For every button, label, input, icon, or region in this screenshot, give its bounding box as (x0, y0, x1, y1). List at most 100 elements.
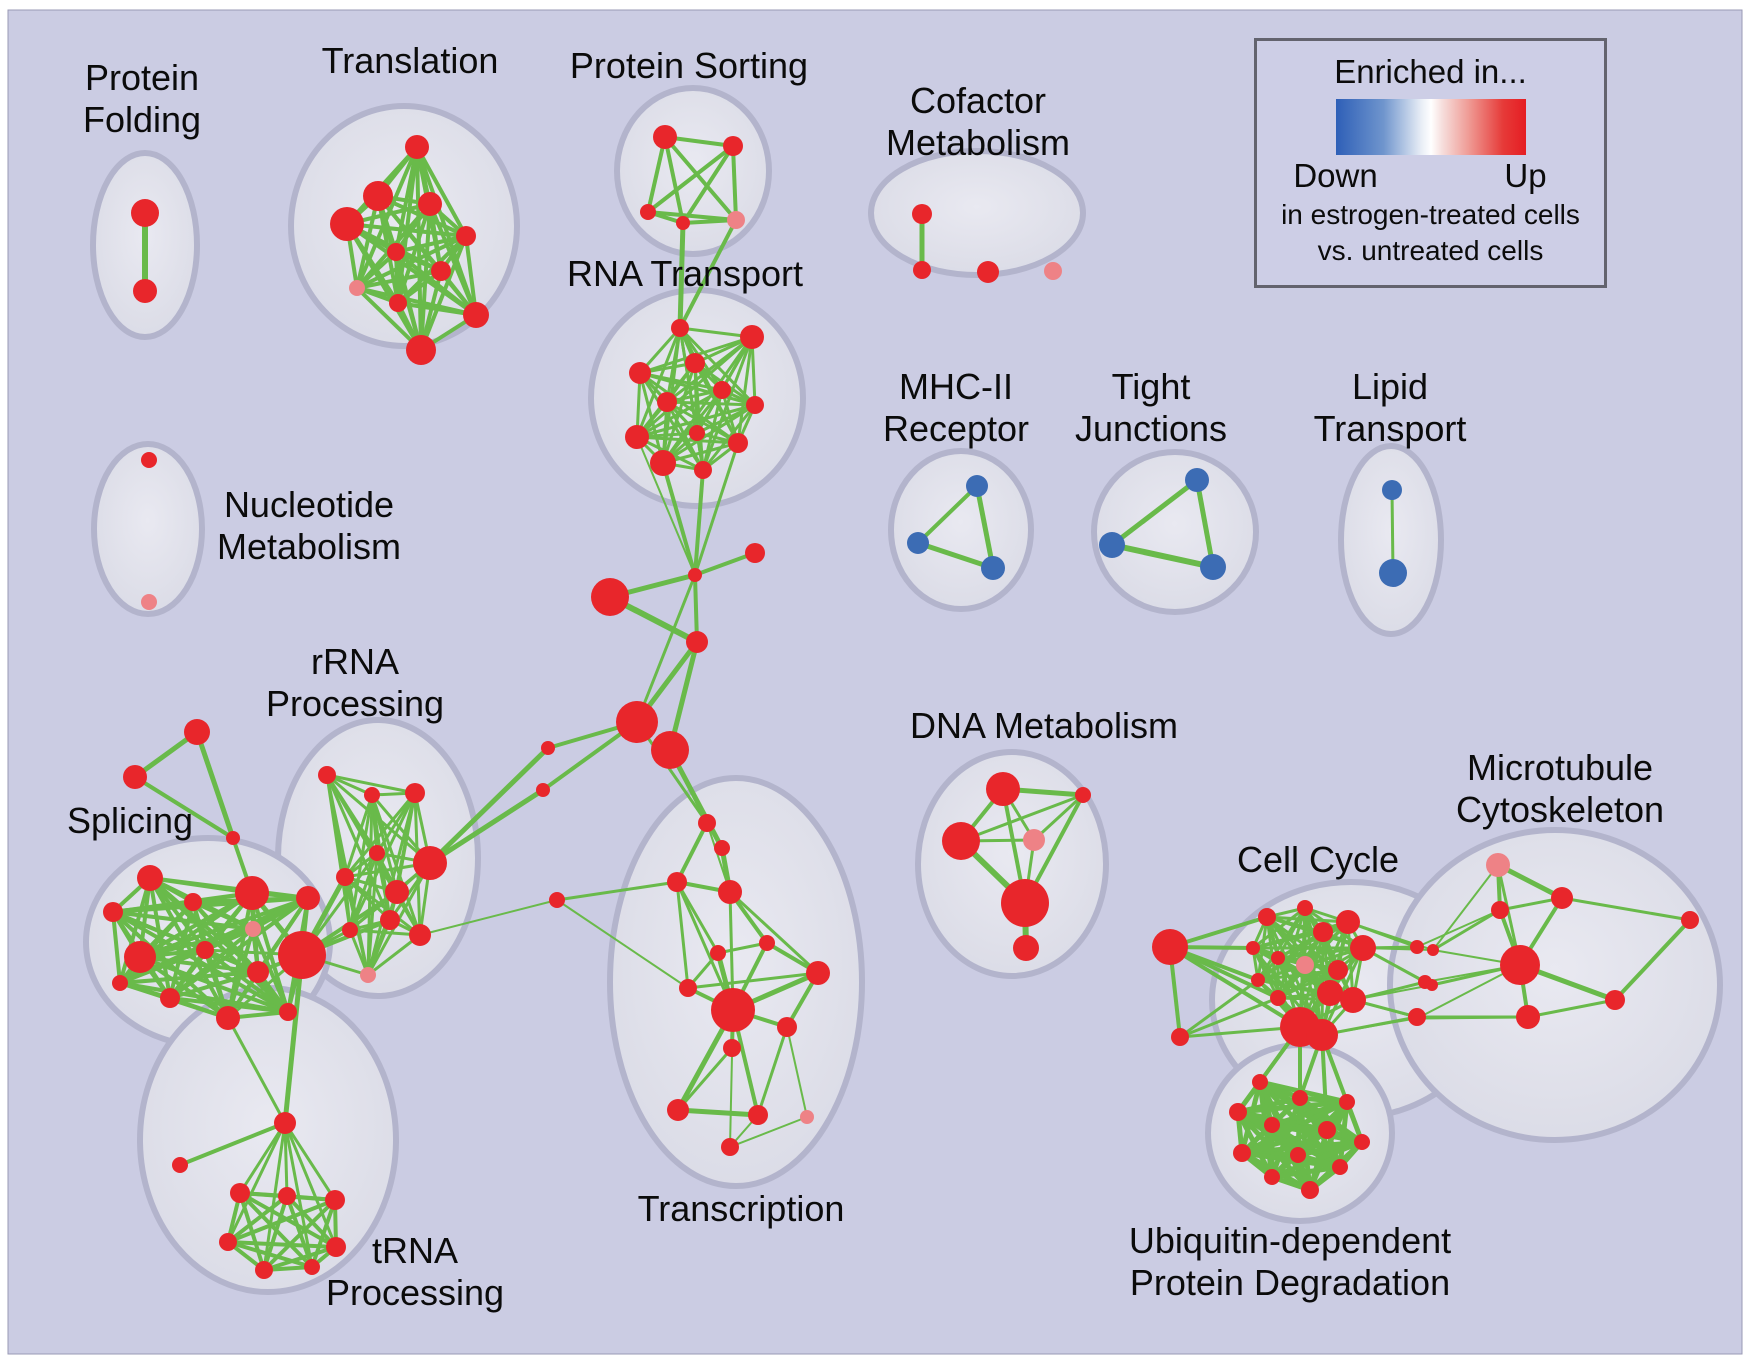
node-rnat-11 (694, 461, 712, 479)
node-rnat-10 (650, 450, 676, 476)
node-rnat-3 (629, 362, 651, 384)
edge-rnat-mesh (635, 327, 682, 438)
edge-micro.7-cc.14 (1352, 984, 1433, 1001)
node-transc-9 (800, 1110, 814, 1124)
edge-transl-mesh (356, 269, 442, 290)
edge-trnahex-mesh (227, 1198, 336, 1244)
cluster-ellipse-mhc-ii-receptor (888, 448, 1034, 612)
cluster-label-lipid-transport: Lipid Transport (1314, 366, 1467, 449)
edge-cc-mesh (1346, 921, 1355, 1001)
edge-trna.0-trnahex.4 (283, 1122, 338, 1248)
edge-cc.17-micro.2 (1416, 909, 1501, 948)
edge-conn.10-transc.1 (675, 881, 720, 954)
node-pfold-1 (133, 279, 157, 303)
node-tight-2 (1200, 554, 1226, 580)
node-splice-3 (235, 876, 269, 910)
cluster-label-mhc-ii-receptor: MHC-II Receptor (883, 366, 1029, 449)
node-ubiq-6 (1354, 1134, 1370, 1150)
node-cc-9 (1350, 935, 1376, 961)
node-ubiq-4 (1264, 1117, 1280, 1133)
node-pfold-0 (131, 199, 159, 227)
node-cc-5 (1271, 951, 1285, 965)
node-dna-0 (986, 772, 1020, 806)
node-cofac-0 (912, 204, 932, 224)
edge-transc.2-transc.3 (687, 971, 819, 990)
node-micro-8 (1411, 1011, 1425, 1025)
edge-conn.10-transc.4 (675, 881, 735, 1011)
edge-trnahex-mesh (263, 1245, 337, 1272)
edge-conn.6-rrna.6 (428, 746, 550, 865)
node-rnat-8 (689, 425, 705, 441)
edge-cc.1-cc.12 (1179, 996, 1279, 1039)
node-splice-7 (247, 961, 269, 983)
edge-conn.7-rrna.6 (428, 787, 545, 866)
cluster-label-trna-processing: tRNA Processing (326, 1230, 504, 1313)
edge-cc.0-cc.15 (1168, 945, 1302, 1029)
edge-rnat-mesh (679, 326, 753, 339)
edge-trnahex-mesh (310, 1199, 337, 1268)
edge-psort.3-rnat.0 (677, 222, 686, 329)
node-rrna-0 (318, 766, 336, 784)
node-rrna-7 (380, 910, 400, 930)
node-ubiq-1 (1292, 1090, 1308, 1106)
node-splice-1 (103, 902, 123, 922)
node-psort-0 (653, 125, 677, 149)
node-cofac-3 (1044, 262, 1062, 280)
edge-transl-mesh (346, 222, 467, 238)
node-micro-1 (1551, 887, 1573, 909)
node-conn-4 (616, 701, 658, 743)
cluster-label-cofactor-metabolism: Cofactor Metabolism (886, 80, 1070, 163)
node-ubiq-2 (1339, 1094, 1355, 1110)
cluster-ellipse-tight-junctions (1091, 449, 1259, 615)
node-rnat-7 (625, 425, 649, 449)
node-splice-6 (196, 941, 214, 959)
node-ubiq-11 (1301, 1181, 1319, 1199)
edge-transc.9-transc.5 (786, 1026, 808, 1118)
edge-rnat-mesh (666, 400, 739, 445)
node-tight-0 (1185, 468, 1209, 492)
edge-cc-mesh (1252, 906, 1306, 950)
node-conn-2 (745, 543, 765, 563)
edge-transl-mesh (428, 203, 478, 316)
node-ubiq-8 (1290, 1147, 1306, 1163)
node-psort-1 (723, 136, 743, 156)
edge-rnat-mesh (636, 403, 756, 439)
node-transl-5 (387, 243, 405, 261)
edge-rnat.10-conn.0 (661, 462, 697, 576)
edge-splice-mesh (251, 928, 290, 1013)
edge-splice-mesh (203, 948, 290, 1014)
node-splice-5 (124, 941, 156, 973)
edge-psort-mesh (646, 144, 735, 214)
edge-micro.4-micro.9 (1613, 918, 1692, 1002)
node-splice-8 (160, 988, 180, 1008)
edge-psort-mesh (646, 136, 667, 213)
cluster-label-dna-metabolism: DNA Metabolism (910, 705, 1178, 746)
node-rrna-1 (364, 787, 380, 803)
edge-tight.0-tight.1 (1110, 478, 1199, 547)
edge-psort.4-rnat.0 (678, 219, 738, 329)
cluster-ellipse-dna-metabolism (915, 749, 1109, 979)
node-splice-0 (137, 865, 163, 891)
edge-cc-mesh (1257, 920, 1349, 982)
cluster-label-tight-junctions: Tight Junctions (1075, 366, 1227, 449)
cluster-ellipse-lipid-transport (1338, 443, 1444, 637)
edge-micro.8-cc.16 (1321, 1017, 1419, 1036)
edge-splice-mesh (119, 970, 259, 985)
node-rrna-9 (409, 924, 431, 946)
edge-rnat.7-conn.0 (636, 436, 696, 576)
node-dna-1 (1075, 787, 1091, 803)
edge-conn.0-conn.2 (694, 551, 756, 577)
node-mhc-0 (966, 475, 988, 497)
node-transl-2 (418, 192, 442, 216)
edge-ubiq-mesh (1241, 1127, 1328, 1156)
edge-rrna-mesh (343, 794, 374, 878)
edge-cc.1-cc.11 (1179, 978, 1259, 1039)
node-transc-3 (806, 961, 830, 985)
edge-rnat.11-conn.0 (693, 469, 705, 576)
edge-mhc.0-mhc.2 (974, 485, 996, 569)
cluster-label-protein-folding: Protein Folding (83, 57, 201, 140)
edge-transc.6-transc.7 (676, 1047, 734, 1111)
node-transl-0 (405, 135, 429, 159)
edge-dna.1-dna.2 (1032, 793, 1085, 842)
